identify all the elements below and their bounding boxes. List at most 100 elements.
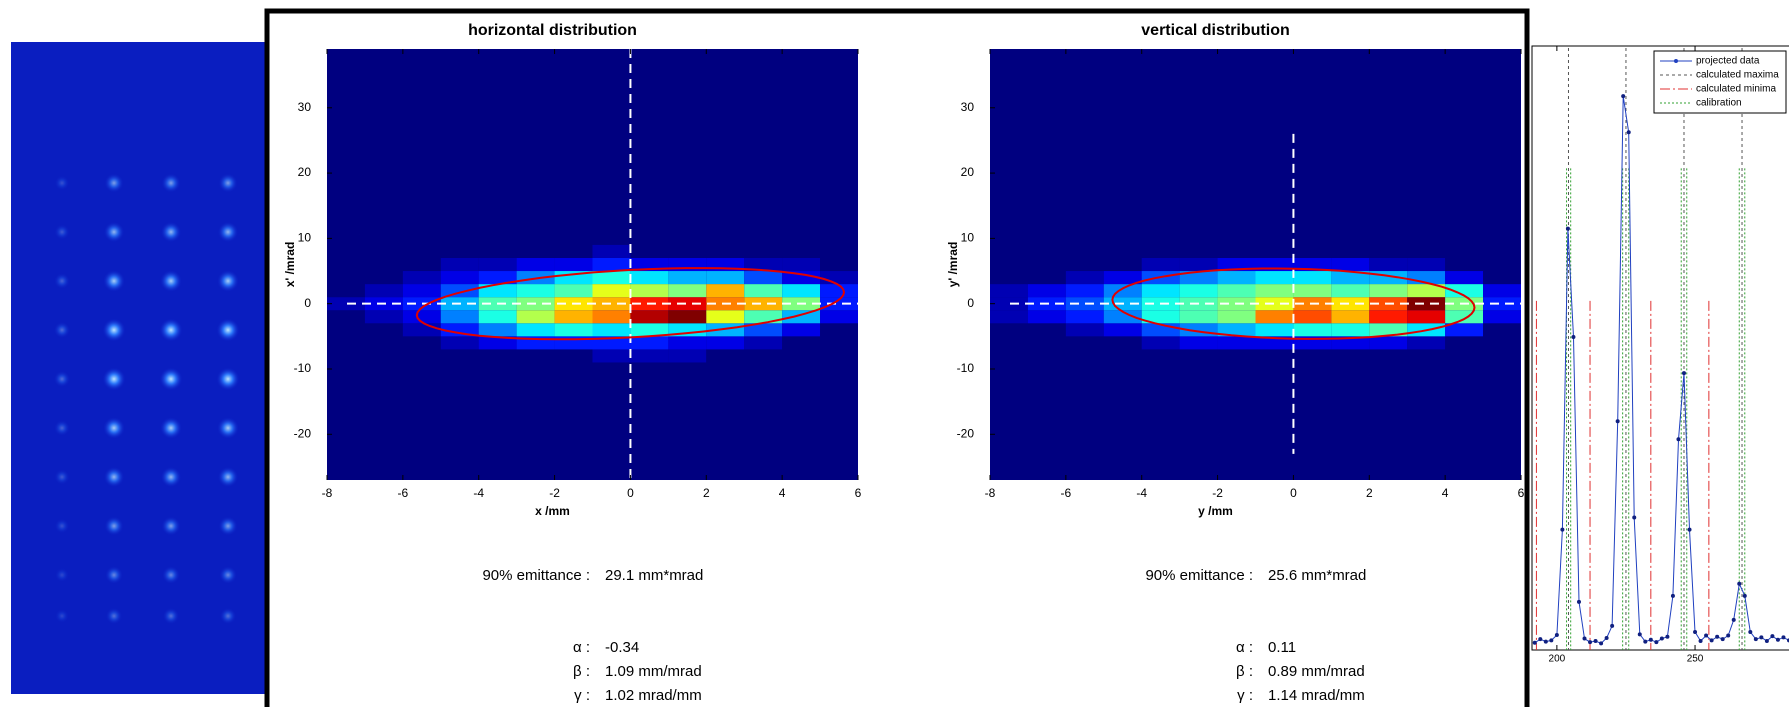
heat-cell (327, 310, 365, 323)
y-axis-label: x' /mrad (283, 242, 297, 288)
x-tick-label: 4 (1442, 486, 1449, 500)
heat-cell (1293, 349, 1331, 362)
heat-cell (1218, 336, 1256, 349)
heat-cell (820, 336, 858, 349)
heat-cell (630, 349, 668, 362)
heat-cell (1293, 271, 1331, 284)
legend-label: projected data (1696, 56, 1760, 67)
heat-cell (517, 258, 555, 271)
data-point (1621, 94, 1625, 98)
heat-cell (1407, 245, 1445, 258)
heat-cell (1331, 323, 1369, 336)
beam-spot (218, 173, 237, 192)
heat-cell (1028, 310, 1066, 323)
x-axis-label: y /mm (1198, 504, 1233, 518)
beam-spot (105, 566, 123, 584)
gamma-value: 1.14 mrad/mm (1268, 687, 1365, 704)
heat-cell (1142, 349, 1180, 362)
heat-cell (990, 284, 1028, 297)
heat-cell (593, 349, 631, 362)
emittance-label: 90% emittance : (1145, 567, 1253, 584)
beta-value: 0.89 mm/mrad (1268, 663, 1365, 680)
heat-cell (1104, 284, 1142, 297)
heat-cell (555, 310, 593, 323)
heat-cell (1369, 336, 1407, 349)
data-point (1704, 634, 1708, 638)
beam-spot (104, 516, 123, 535)
legend-label: calculated minima (1696, 84, 1776, 95)
heat-cell (441, 336, 479, 349)
heat-cell (990, 349, 1028, 362)
x-tick-label: 6 (1518, 486, 1525, 500)
data-point (1726, 634, 1730, 638)
heat-cell (630, 271, 668, 284)
heat-cell (479, 258, 517, 271)
data-point (1538, 637, 1542, 641)
chart-title: vertical distribution (1141, 22, 1289, 39)
heat-cell (1066, 336, 1104, 349)
heat-cell (1180, 284, 1218, 297)
emittance-value: 29.1 mm*mrad (605, 567, 703, 584)
screen: -8-6-4-20246-20-100102030horizontal dist… (0, 0, 1789, 707)
y-tick-label: 10 (298, 231, 312, 245)
beam-spot (54, 322, 71, 339)
heat-cell (820, 310, 858, 323)
data-point (1594, 639, 1598, 643)
data-point (1605, 636, 1609, 640)
beam-spot (216, 367, 239, 390)
beam-spot (54, 273, 70, 289)
heat-cell (668, 310, 706, 323)
heat-cell (782, 349, 820, 362)
heat-cell (1445, 271, 1483, 284)
data-point (1566, 227, 1570, 231)
beta-value: 1.09 mm/mrad (605, 663, 702, 680)
x-tick-label: -6 (398, 486, 409, 500)
heat-cell (365, 245, 403, 258)
data-point (1544, 640, 1548, 644)
beam-spot (161, 516, 180, 535)
legend-label: calibration (1696, 98, 1742, 109)
heat-cell (744, 349, 782, 362)
heat-cell (593, 323, 631, 336)
heat-cell (441, 271, 479, 284)
heat-cell (1142, 258, 1180, 271)
heat-cell (782, 310, 820, 323)
emittance-label: 90% emittance : (482, 567, 590, 584)
heat-cell (403, 336, 441, 349)
heat-cell (403, 271, 441, 284)
heat-cell (668, 336, 706, 349)
heat-cell (441, 349, 479, 362)
beam-spot (106, 608, 123, 625)
heat-cell (1218, 310, 1256, 323)
x-tick-label: 6 (855, 486, 862, 500)
heat-cell (1369, 258, 1407, 271)
alpha-label: α : (1236, 639, 1253, 656)
data-point (1632, 516, 1636, 520)
heat-cell (1104, 349, 1142, 362)
heat-cell (1483, 336, 1521, 349)
x-tick-label: -2 (1212, 486, 1223, 500)
beta-label: β : (1236, 663, 1253, 680)
heat-cell (365, 336, 403, 349)
heat-cell (630, 284, 668, 297)
heat-cell (1256, 271, 1294, 284)
heat-cell (990, 245, 1028, 258)
y-tick-label: 0 (304, 296, 311, 310)
beam-spot (219, 566, 237, 584)
heat-cell (630, 245, 668, 258)
heat-cell (555, 349, 593, 362)
heat-cell (1483, 245, 1521, 258)
beta-label: β : (573, 663, 590, 680)
heat-cell (1369, 245, 1407, 258)
beam-spot (218, 516, 237, 535)
data-point (1660, 637, 1664, 641)
heat-cell (365, 323, 403, 336)
heat-cell (365, 258, 403, 271)
chart-title: horizontal distribution (468, 22, 637, 39)
beam-spot (162, 566, 180, 584)
heat-cell (593, 245, 631, 258)
heat-cell (1369, 284, 1407, 297)
data-point (1699, 639, 1703, 643)
beam-spot (54, 371, 71, 388)
gamma-label: γ : (574, 687, 590, 704)
